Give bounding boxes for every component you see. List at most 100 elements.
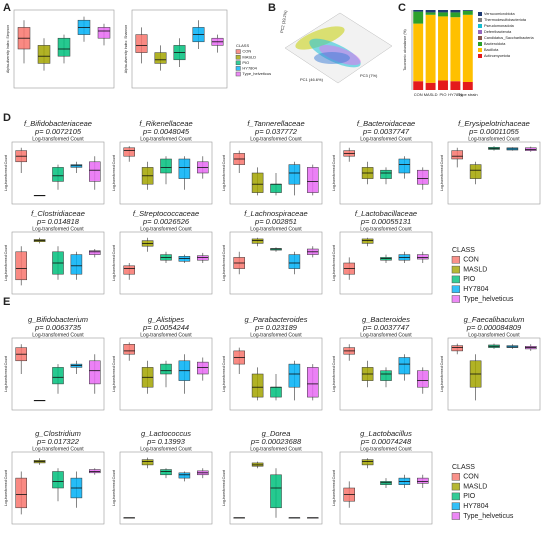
pca-cluster <box>314 52 350 64</box>
chart-title: g_Faecalibaculum <box>464 315 525 324</box>
box <box>160 363 172 375</box>
legend-label: HY7804 <box>242 65 257 70</box>
panel-label: E <box>3 296 10 308</box>
axis-label: PC3 (7%) <box>360 73 378 78</box>
legend-swatch <box>478 36 482 40</box>
y-axis-label: Taxonomic abundance (%) <box>403 29 407 70</box>
box <box>52 471 64 489</box>
y-axis-label: Log-transformed Count <box>332 155 336 191</box>
x-tick-label: MASLD <box>424 92 438 97</box>
legend-swatch <box>451 265 460 274</box>
legend-label: HY7804 <box>463 503 488 510</box>
plot-frame <box>339 337 433 411</box>
bar-segment <box>462 14 473 82</box>
chart-subtitle: p= 0.014818 <box>36 217 80 226</box>
box <box>89 250 101 255</box>
chart-axis-caption: Log-transformed Count <box>360 446 412 452</box>
y-axis-label: Log-transformed Count <box>332 245 336 281</box>
x-tick-label: PIO <box>440 92 447 97</box>
chart-title: g_Parabacteroides <box>245 315 308 324</box>
chart-subtitle: p= 0.0037747 <box>362 127 410 136</box>
y-axis-label: Log-transformed Count <box>222 245 226 281</box>
box <box>141 459 154 466</box>
chart-subtitle: p= 0.0063735 <box>34 323 82 332</box>
chart-axis-caption: Log-transformed Count <box>32 446 84 452</box>
legend-swatch <box>235 54 241 60</box>
legend-label: CON <box>463 257 479 264</box>
legend-label: Actinomycetota <box>484 54 511 58</box>
legend-swatch <box>451 275 460 284</box>
y-axis-label: Log-transformed Count <box>332 356 336 392</box>
box <box>288 164 301 185</box>
chart-subtitle: p= 0.13993 <box>146 437 186 446</box>
box <box>89 161 101 182</box>
chart-subtitle: p= 0.0026526 <box>142 217 190 226</box>
legend-label: PIO <box>463 276 476 283</box>
chart-subtitle: p= 0.00074248 <box>360 437 412 446</box>
y-axis-label: Alpha-diversity Index: Simpson <box>6 25 10 73</box>
bar-segment <box>462 82 473 90</box>
legend-label: Type_helveticus <box>463 513 514 520</box>
legend-swatch <box>451 502 460 510</box>
box <box>251 238 264 244</box>
chart-title: g_Bacteroides <box>362 315 410 324</box>
chart-axis-caption: Log-transformed Count <box>360 332 412 338</box>
box <box>97 27 111 39</box>
legend-swatch <box>478 12 482 16</box>
chart-axis-caption: Log-transformed Count <box>140 136 192 142</box>
legend-label: Bacillota <box>484 48 499 52</box>
box <box>307 367 319 398</box>
x-tick-label: CON <box>414 92 423 97</box>
box <box>178 158 191 179</box>
legend-swatch <box>235 60 241 66</box>
legend-swatch <box>451 473 460 481</box>
box <box>288 363 301 388</box>
chart-axis-caption: Log-transformed Count <box>250 446 302 452</box>
box <box>270 474 282 509</box>
bar-segment <box>413 81 424 90</box>
legend-swatch <box>451 295 460 303</box>
y-axis-label: Log-transformed Count <box>112 155 116 191</box>
box <box>380 370 392 381</box>
legend-swatch <box>451 492 460 501</box>
y-axis-label: Log-transformed Count <box>4 155 8 191</box>
panel-label: C <box>398 2 406 14</box>
legend-label: MASLD <box>463 483 487 490</box>
chart-title: f_Bifidobacteriaceae <box>24 119 92 128</box>
box <box>417 477 429 484</box>
axis-label: PC2 (19.2%) <box>279 9 288 33</box>
box <box>197 255 209 261</box>
chart-subtitle: p= 0.00055131 <box>360 217 411 226</box>
box <box>451 150 463 160</box>
chart-title: f_Clostridiaceae <box>31 209 85 218</box>
legend-label: Bacteroidota <box>484 42 506 46</box>
chart-axis-caption: Log-transformed Count <box>250 136 302 142</box>
plot-frame <box>229 231 323 295</box>
box <box>160 469 172 476</box>
chart-subtitle: p= 0.00023688 <box>250 437 302 446</box>
y-axis-label: Log-transformed Count <box>112 356 116 392</box>
chart-subtitle: p= 0.000084809 <box>466 323 522 332</box>
chart-subtitle: p= 0.023189 <box>254 323 298 332</box>
box <box>178 472 191 479</box>
legend-swatch <box>451 482 460 491</box>
legend-swatch <box>451 256 460 264</box>
bar-segment <box>450 10 461 13</box>
legend-swatch <box>478 42 482 46</box>
box <box>52 167 64 182</box>
box <box>123 344 135 355</box>
chart-title: f_Lachnospiraceae <box>244 209 307 218</box>
legend-swatch <box>451 512 460 520</box>
bar-segment <box>450 12 461 18</box>
chart-subtitle: p= 0.017322 <box>36 437 80 446</box>
x-tick-label: HY7804 <box>448 92 463 97</box>
chart-subtitle: p= 0.0048045 <box>142 127 190 136</box>
legend-title: CLASS <box>236 43 249 48</box>
chart-axis-caption: Log-transformed Count <box>32 226 84 232</box>
legend-label: Verrucomicrobiota <box>484 12 515 16</box>
legend-label: MASLD <box>463 266 487 273</box>
bar-segment <box>413 11 424 24</box>
legend-label: MASLD <box>242 54 256 59</box>
legend-label: Thermodesulfobacteriota <box>484 18 527 22</box>
box <box>251 172 264 193</box>
